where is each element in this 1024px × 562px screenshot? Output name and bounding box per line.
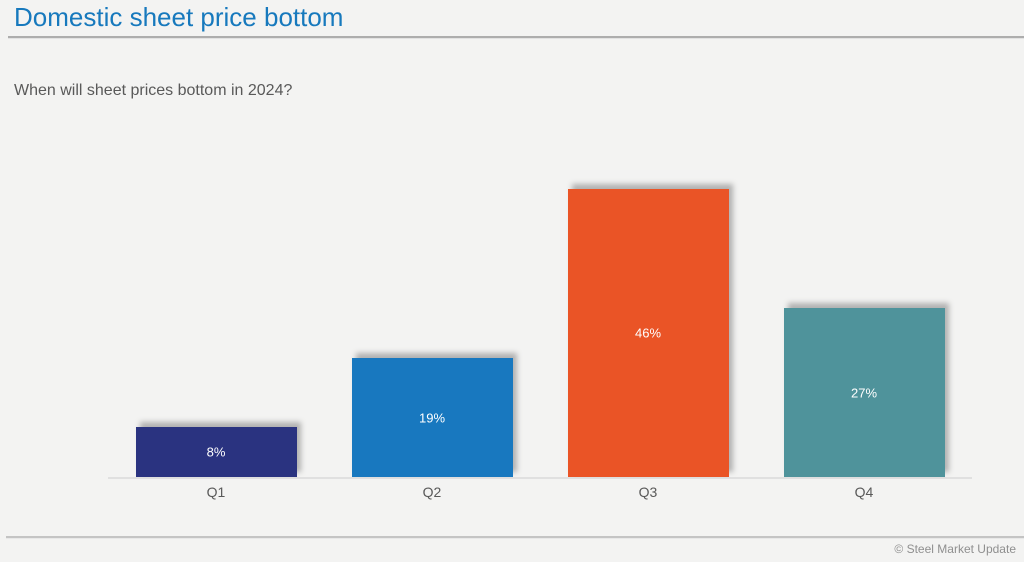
x-axis-label-q4: Q4 xyxy=(854,484,874,500)
bar-slot-q1: 8% xyxy=(108,188,324,477)
bar-value-label-q2: 19% xyxy=(418,410,446,425)
bar-q3: 46% xyxy=(567,189,729,477)
chart-question: When will sheet prices bottom in 2024? xyxy=(14,82,293,99)
bar-chart-plot: 8% 19% 46% 27% xyxy=(108,188,972,479)
bar-q1: 8% xyxy=(135,427,297,477)
bar-slot-q3: 46% xyxy=(540,188,756,477)
page-title: Domestic sheet price bottom xyxy=(14,2,344,32)
bar-value-label-q1: 8% xyxy=(206,444,226,460)
bar-slot-q2: 19% xyxy=(324,188,540,477)
bar-slot-q4: 27% xyxy=(756,188,972,477)
copyright-text: © Steel Market Update xyxy=(894,542,1016,556)
bar-q4: 27% xyxy=(783,308,945,477)
bar-value-label-q4: 27% xyxy=(850,385,878,400)
x-axis-label-q1: Q1 xyxy=(206,484,226,500)
footer-divider xyxy=(6,536,1024,539)
title-divider xyxy=(8,36,1024,39)
x-axis: Q1 Q2 Q3 Q4 xyxy=(108,484,972,500)
bar-q2: 19% xyxy=(351,358,513,477)
bar-value-label-q3: 46% xyxy=(634,325,662,341)
x-axis-label-q2: Q2 xyxy=(422,484,442,500)
x-axis-label-q3: Q3 xyxy=(638,484,658,500)
